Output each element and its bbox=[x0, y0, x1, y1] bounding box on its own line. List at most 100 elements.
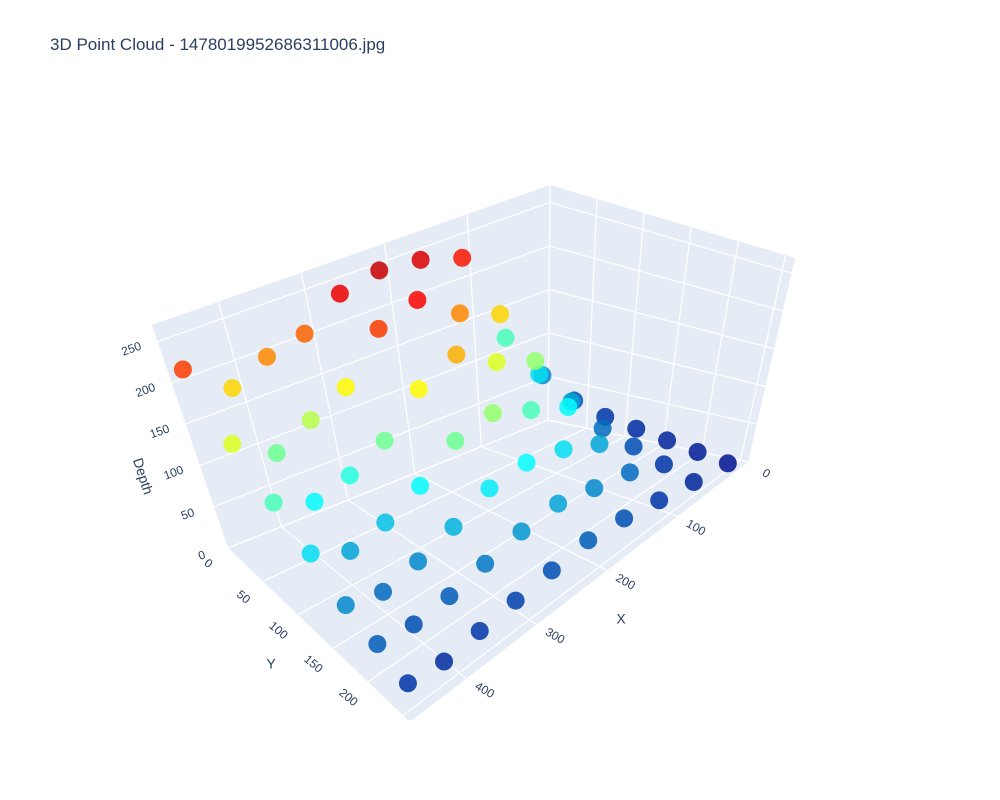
point bbox=[444, 517, 463, 536]
point bbox=[305, 492, 324, 511]
grid-line bbox=[300, 272, 349, 501]
wall-panel bbox=[152, 185, 550, 548]
point bbox=[223, 434, 242, 453]
point bbox=[301, 544, 320, 563]
grid-line bbox=[549, 201, 792, 274]
point bbox=[446, 431, 465, 450]
point bbox=[369, 319, 388, 338]
grid-line bbox=[548, 288, 775, 350]
x-axis-title: X bbox=[616, 611, 626, 627]
point bbox=[223, 379, 242, 398]
grid-line bbox=[171, 245, 550, 384]
z-tick-label: 50 bbox=[179, 505, 197, 523]
point bbox=[340, 466, 359, 485]
x-tick-label: 200 bbox=[613, 571, 638, 593]
y-tick-label: 50 bbox=[234, 587, 253, 607]
point bbox=[480, 479, 499, 498]
grid-line bbox=[227, 419, 549, 549]
grid-line bbox=[217, 301, 282, 527]
point bbox=[627, 419, 646, 438]
point bbox=[650, 491, 669, 510]
grid-line bbox=[548, 375, 757, 425]
grid-line bbox=[585, 199, 598, 429]
point bbox=[301, 411, 320, 430]
point bbox=[491, 305, 510, 324]
point bbox=[330, 284, 349, 303]
y-tick-label: 250 bbox=[371, 719, 396, 743]
point bbox=[368, 635, 387, 654]
grid-line bbox=[548, 332, 766, 388]
point bbox=[375, 431, 394, 450]
point bbox=[258, 347, 277, 366]
grid-line bbox=[383, 243, 416, 474]
z-tick-label: 250 bbox=[120, 339, 144, 359]
grid-line bbox=[662, 227, 692, 445]
y-tick-label: 200 bbox=[336, 685, 361, 709]
point bbox=[526, 351, 545, 370]
point bbox=[409, 552, 428, 571]
y-axis-title: Y bbox=[266, 656, 276, 672]
point bbox=[264, 493, 283, 512]
point bbox=[435, 652, 454, 671]
z-axis-title: Depth bbox=[130, 456, 157, 496]
x-tick-label: 300 bbox=[543, 625, 568, 647]
grid-line bbox=[367, 451, 703, 683]
point bbox=[398, 674, 417, 693]
y-tick-label: 100 bbox=[266, 618, 291, 642]
grid-line bbox=[547, 419, 749, 463]
point bbox=[173, 360, 192, 379]
point bbox=[517, 453, 536, 472]
point bbox=[447, 345, 466, 364]
grid-line bbox=[739, 255, 787, 461]
point bbox=[404, 615, 423, 634]
point bbox=[408, 290, 427, 309]
point bbox=[615, 509, 634, 528]
point bbox=[411, 476, 430, 495]
point bbox=[512, 522, 531, 541]
point bbox=[440, 587, 459, 606]
z-tick-label: 200 bbox=[134, 380, 158, 400]
wall-panel bbox=[548, 185, 795, 462]
point bbox=[295, 324, 314, 343]
grid-line bbox=[549, 245, 783, 312]
scene: 0100200300400050100150200250050100150200… bbox=[120, 184, 795, 743]
point bbox=[559, 398, 578, 416]
point bbox=[506, 591, 525, 610]
grid-line bbox=[199, 332, 549, 466]
point bbox=[336, 378, 355, 397]
grid-line bbox=[481, 446, 678, 517]
grid-line bbox=[332, 443, 664, 649]
point bbox=[370, 261, 389, 280]
y-tick-label: 150 bbox=[301, 652, 326, 676]
point bbox=[718, 454, 737, 473]
point bbox=[654, 455, 673, 474]
point bbox=[341, 541, 360, 560]
point bbox=[487, 353, 506, 372]
z-tick-label: 150 bbox=[148, 421, 172, 441]
point bbox=[688, 442, 707, 461]
grid-line bbox=[701, 241, 740, 453]
point bbox=[376, 513, 395, 532]
point bbox=[409, 380, 428, 399]
point bbox=[585, 479, 604, 498]
grid-line bbox=[402, 459, 741, 716]
z-tick-label: 0 bbox=[196, 547, 207, 563]
point bbox=[620, 463, 639, 482]
point bbox=[476, 554, 495, 573]
point bbox=[496, 328, 515, 347]
x-tick-label: 100 bbox=[684, 516, 709, 538]
grid-line bbox=[185, 288, 550, 425]
grid-line bbox=[414, 472, 608, 571]
point bbox=[453, 248, 472, 267]
point bbox=[554, 440, 573, 459]
point bbox=[336, 596, 355, 615]
point bbox=[450, 304, 469, 323]
point bbox=[684, 472, 703, 491]
chart-title: 3D Point Cloud - 1478019952686311006.jpg bbox=[50, 35, 385, 54]
point bbox=[590, 435, 609, 454]
grid-line bbox=[624, 213, 645, 437]
x-tick-label: 0 bbox=[760, 466, 773, 482]
x-tick-label: 400 bbox=[473, 679, 498, 701]
grid-line bbox=[157, 201, 551, 343]
